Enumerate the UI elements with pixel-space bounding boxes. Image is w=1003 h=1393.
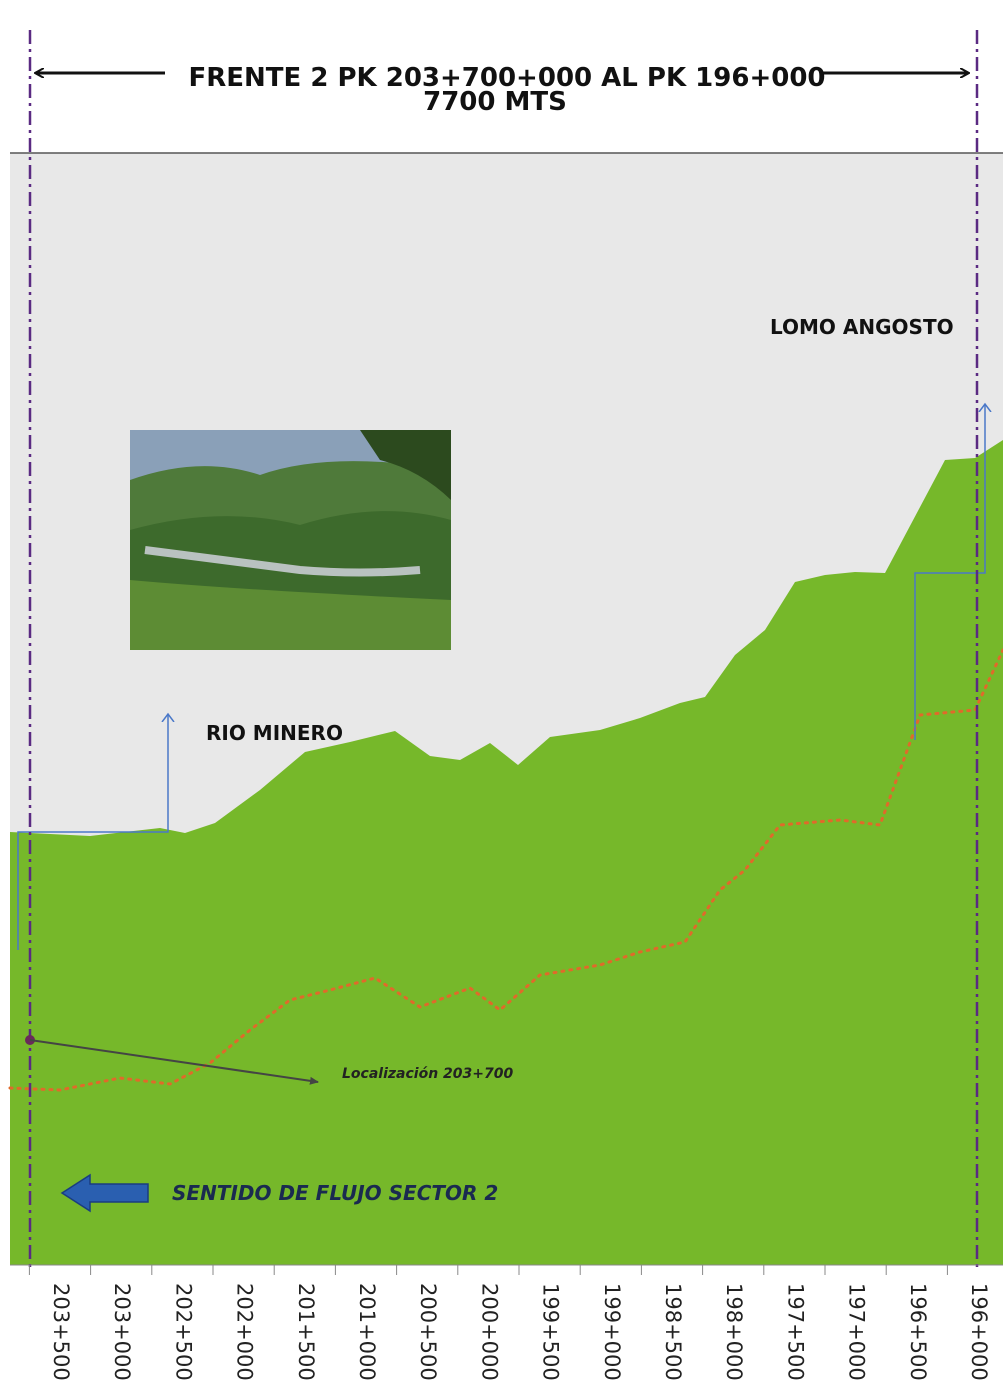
axis-label: 201+500: [294, 1283, 318, 1381]
axis-label: 198+000: [722, 1283, 746, 1381]
axis-label: 203+500: [49, 1283, 73, 1381]
axis-label: 197+500: [783, 1283, 807, 1381]
title-line2: 7700 MTS: [423, 87, 567, 117]
axis-label: 202+500: [171, 1283, 195, 1381]
lomo-label: LOMO ANGOSTO: [770, 315, 954, 339]
axis-label: 203+000: [110, 1283, 134, 1381]
axis-label: 199+500: [539, 1283, 563, 1381]
axis-label: 197+000: [845, 1283, 869, 1381]
landscape-photo: [130, 430, 451, 650]
location-label: Localización 203+700: [342, 1066, 513, 1082]
axis-label: 196+500: [906, 1283, 930, 1381]
profile-diagram: FRENTE 2 PK 203+700+000 AL PK 196+000 77…: [0, 0, 1003, 1393]
axis-label: 202+000: [233, 1283, 257, 1381]
axis-label: 199+000: [600, 1283, 624, 1381]
axis-label: 201+000: [355, 1283, 379, 1381]
page: {"header": {"title_line1": "FRENTE 2 PK …: [0, 0, 1003, 1393]
axis-label: 200+500: [416, 1283, 440, 1381]
axis-label: 198+500: [661, 1283, 685, 1381]
axis-label: 200+000: [477, 1283, 501, 1381]
flow-label: SENTIDO DE FLUJO SECTOR 2: [172, 1181, 498, 1205]
rio-label: RIO MINERO: [206, 721, 343, 745]
axis-label: 196+000: [967, 1283, 991, 1381]
